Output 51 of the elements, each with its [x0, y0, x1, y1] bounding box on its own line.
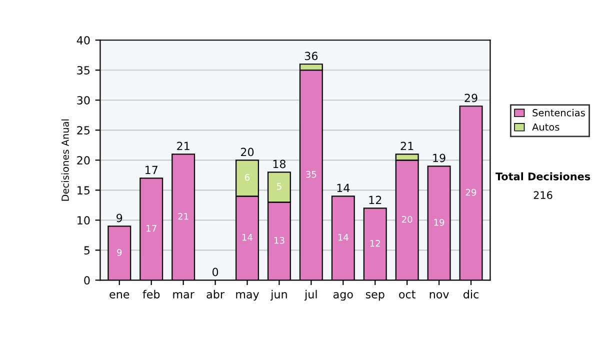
data-label: 6	[245, 174, 250, 181]
text: 216	[534, 191, 552, 200]
data-label: 19	[434, 218, 444, 226]
x-tick-label: sep	[366, 292, 384, 301]
y-tick-label: 5	[84, 246, 90, 255]
x-tick-label: mar	[173, 292, 194, 298]
x-tick-label: feb	[142, 290, 160, 298]
total-label: 20	[240, 148, 254, 156]
x-tick-label: nov	[430, 292, 449, 298]
data-label: 20	[402, 216, 412, 223]
data-label: 35	[306, 170, 316, 178]
x-tick-label: may	[236, 292, 260, 301]
data-label: 21	[178, 212, 188, 220]
x-tick-label: ago	[333, 292, 353, 301]
total-label: 21	[400, 142, 414, 150]
total-label: 29	[464, 94, 478, 102]
data-label: 14	[338, 234, 348, 241]
x-tick-label: abr	[206, 290, 224, 298]
total-label: 0	[212, 268, 218, 276]
y-tick-label: 30	[77, 96, 90, 105]
data-label: 29	[466, 188, 476, 196]
total-label: 12	[369, 196, 382, 204]
x-tick-label: ene	[110, 292, 130, 298]
total-label: 21	[177, 142, 190, 150]
data-label: 9	[117, 248, 122, 256]
total-label: 17	[146, 166, 158, 174]
data-label: 5	[277, 183, 282, 190]
total-label: 18	[273, 160, 286, 168]
x-tick-label: dic	[464, 290, 478, 298]
data-label: 14	[242, 234, 252, 241]
legend-label: Autos	[532, 123, 560, 131]
text: Total Decisiones	[495, 172, 590, 180]
total-label: 9	[116, 214, 122, 222]
y-tick-label: 25	[77, 126, 90, 135]
data-label: 12	[370, 240, 380, 247]
y-tick-label: 40	[76, 36, 90, 44]
y-axis-title: Decisiones Anual	[61, 119, 69, 201]
x-tick-label: jul	[304, 290, 317, 301]
y-tick-label: 0	[84, 276, 90, 285]
data-label: 13	[274, 236, 284, 244]
y-tick-label: 20	[77, 156, 90, 165]
y-tick-label: 10	[78, 216, 90, 225]
y-tick-label: 35	[77, 66, 90, 75]
x-tick-label: jun	[270, 290, 287, 301]
data-label: 17	[146, 225, 156, 232]
total-label: 14	[337, 184, 350, 192]
x-tick-label: oct	[399, 290, 416, 298]
total-label: 36	[304, 52, 318, 60]
y-tick-label: 15	[78, 186, 90, 195]
total-label: 19	[433, 154, 446, 162]
legend-label: Sentencias	[532, 108, 585, 116]
